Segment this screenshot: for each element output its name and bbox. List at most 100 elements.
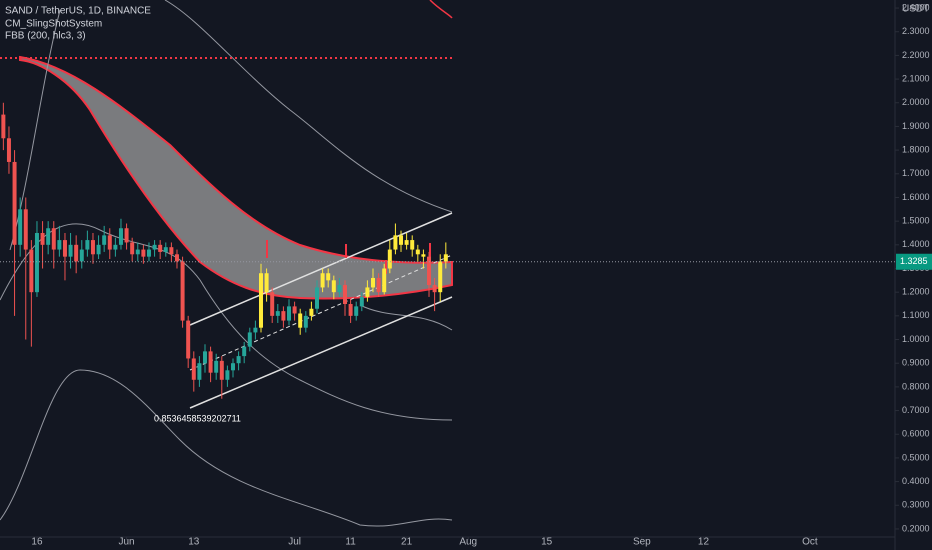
bollinger-upper [164, 0, 453, 213]
fbb-band [19, 55, 453, 300]
candle-body [326, 273, 331, 281]
x-tick-label: 12 [698, 537, 710, 548]
candle-body [303, 315, 308, 328]
candle-body [124, 228, 129, 243]
candle-body [298, 313, 303, 328]
y-tick-label: 0.5000 [902, 452, 930, 462]
y-tick-label: 1.8000 [902, 144, 930, 154]
candle-body [62, 240, 67, 257]
candle-body [158, 244, 163, 252]
last-price-box [896, 253, 932, 270]
candle-body [270, 292, 275, 316]
candle-body [186, 320, 191, 359]
candle-body [85, 240, 90, 250]
candle-body [197, 363, 202, 380]
candle-body [169, 247, 174, 255]
candle-body [443, 254, 448, 262]
y-tick-label: 2.3000 [902, 26, 930, 36]
y-tick-label: 1.9000 [902, 121, 930, 131]
candle-body [275, 311, 280, 316]
candle-body [68, 244, 73, 257]
candle-body [74, 244, 79, 262]
candle-body [421, 254, 426, 257]
candle-body [410, 240, 415, 250]
candle-body [230, 363, 235, 371]
candle-body [236, 356, 241, 364]
x-tick-label: Sep [633, 537, 651, 548]
candle-body [208, 351, 213, 373]
y-tick-label: 1.7000 [902, 168, 930, 178]
candle-body [102, 235, 107, 245]
x-tick-label: Oct [802, 537, 818, 548]
candle-body [242, 346, 247, 357]
channel-upper [189, 212, 453, 326]
channel-lower [189, 296, 453, 409]
candle-body [337, 285, 342, 293]
y-tick-label: 0.2000 [902, 523, 930, 533]
candle-body [320, 273, 325, 288]
candle-body [6, 138, 11, 162]
candle-body [225, 370, 230, 380]
last-price-label: 1.3285 [900, 256, 928, 266]
candle-body [371, 277, 376, 288]
y-tick-label: 1.1000 [902, 310, 930, 320]
candle-body [348, 304, 353, 316]
candle-body [46, 228, 51, 245]
candle-body [18, 209, 23, 245]
x-tick-label: Jul [288, 537, 301, 548]
y-tick-label: 0.3000 [902, 500, 930, 510]
y-tick-label: 1.5000 [902, 216, 930, 226]
candle-body [393, 235, 398, 250]
y-tick-label: 1.6000 [902, 192, 930, 202]
candle-body [90, 240, 95, 255]
y-tick-label: 0.4000 [902, 476, 930, 486]
candle-body [438, 261, 443, 293]
candle-body [365, 287, 370, 297]
candle-body [281, 311, 286, 321]
candle-body [214, 360, 219, 373]
y-tick-label: 1.4000 [902, 239, 930, 249]
candle-body [118, 228, 123, 245]
candle-body [331, 280, 336, 293]
candle-body [107, 235, 112, 250]
candle-body [40, 232, 45, 245]
y-tick-label: 2.2000 [902, 50, 930, 60]
x-tick-label: 15 [541, 537, 553, 548]
candle-body [253, 327, 258, 333]
candle-body [146, 249, 151, 257]
y-tick-label: 2.4000 [902, 2, 930, 12]
candle-body [135, 249, 140, 255]
indicator-label: CM_SlingShotSystem [5, 19, 102, 30]
candle-body [79, 249, 84, 262]
candle-body [399, 235, 404, 245]
y-tick-label: 1.2000 [902, 287, 930, 297]
y-tick-label: 0.9000 [902, 358, 930, 368]
fbb-upper [429, 0, 453, 19]
y-tick-label: 0.7000 [902, 405, 930, 415]
candle-body [202, 351, 207, 364]
candle-body [51, 228, 56, 250]
candle-body [382, 268, 387, 293]
indicator-label: FBB (200, hlc3, 3) [5, 31, 86, 42]
y-tick-label: 0.6000 [902, 429, 930, 439]
candle-body [163, 247, 168, 252]
annotation: 0.8536458539202711 [154, 413, 241, 423]
channel-middle [189, 254, 453, 371]
candle-body [354, 306, 359, 316]
candle-body [359, 296, 364, 307]
candle-body [113, 244, 118, 250]
candle-body [343, 285, 348, 305]
x-tick-label: Aug [459, 537, 477, 548]
chart-title: SAND / TetherUS, 1D, BINANCE [5, 6, 151, 17]
candle-body [96, 244, 101, 255]
candle-body [34, 232, 39, 293]
candle-body [258, 273, 263, 328]
candle-body [174, 254, 179, 262]
y-axis-label: USDT [902, 4, 929, 15]
x-tick-label: 16 [31, 537, 43, 548]
candle-body [415, 249, 420, 255]
bollinger-inner [359, 304, 453, 331]
x-tick-label: 13 [188, 537, 200, 548]
candle-body [309, 308, 314, 316]
candle-body [23, 209, 28, 250]
